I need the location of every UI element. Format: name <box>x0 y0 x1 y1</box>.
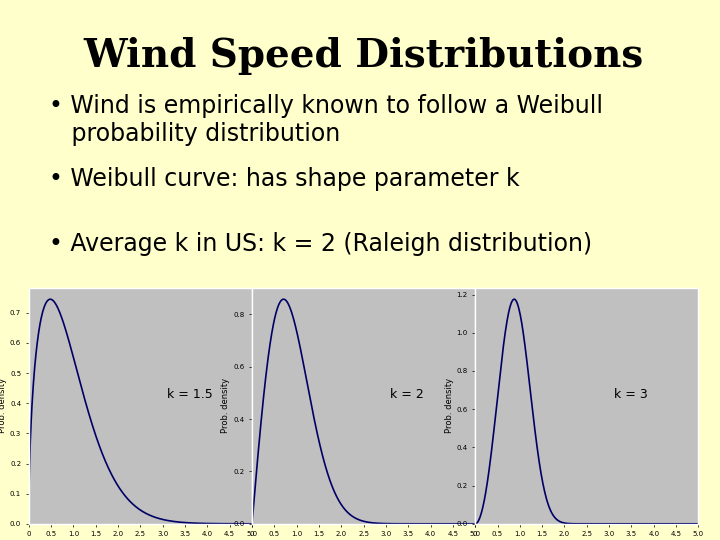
Y-axis label: Prob. density: Prob. density <box>0 379 7 434</box>
Text: • Average k in US: k = 2 (Raleigh distribution): • Average k in US: k = 2 (Raleigh distri… <box>49 232 592 255</box>
Text: k = 1.5: k = 1.5 <box>167 388 213 401</box>
Y-axis label: Prob. density: Prob. density <box>444 379 454 434</box>
Text: k = 3: k = 3 <box>613 388 647 401</box>
Text: k = 2: k = 2 <box>390 388 424 401</box>
Text: Wind Speed Distributions: Wind Speed Distributions <box>84 37 644 75</box>
Y-axis label: Prob. density: Prob. density <box>221 379 230 434</box>
Text: • Weibull curve: has shape parameter k: • Weibull curve: has shape parameter k <box>49 167 520 191</box>
Text: • Wind is empirically known to follow a Weibull
   probability distribution: • Wind is empirically known to follow a … <box>49 94 603 146</box>
